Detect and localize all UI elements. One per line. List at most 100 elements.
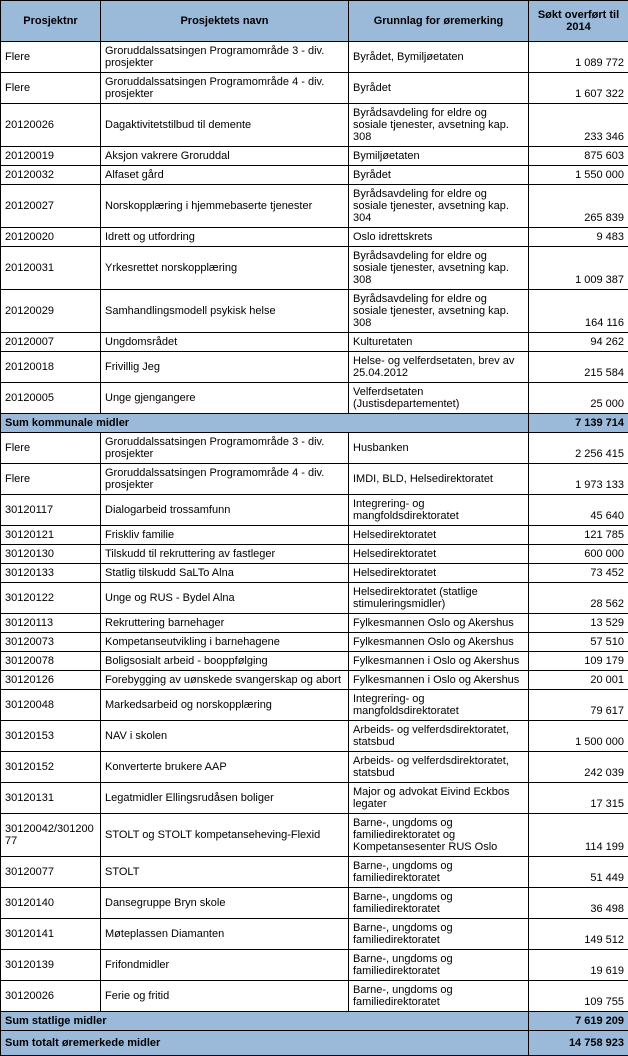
cell-amt: 79 617 xyxy=(529,690,628,721)
table-header: Prosjektnr Prosjektets navn Grunnlag for… xyxy=(1,1,628,42)
cell-grunn: IMDI, BLD, Helsedirektoratet xyxy=(349,464,529,495)
cell-amt: 242 039 xyxy=(529,752,628,783)
cell-amt: 36 498 xyxy=(529,888,628,919)
cell-grunn: Barne-, ungdoms og familiedirektoratet xyxy=(349,857,529,888)
table-row: 20120029Samhandlingsmodell psykisk helse… xyxy=(1,290,628,333)
sum-amt: 7 139 714 xyxy=(529,414,628,433)
cell-name: Frifondmidler xyxy=(101,950,349,981)
table-row: 30120122Unge og RUS - Bydel AlnaHelsedir… xyxy=(1,583,628,614)
cell-name: Kompetanseutvikling i barnehagene xyxy=(101,633,349,652)
cell-amt: 109 755 xyxy=(529,981,628,1012)
cell-grunn: Bymiljøetaten xyxy=(349,147,529,166)
cell-name: Aksjon vakrere Groruddal xyxy=(101,147,349,166)
header-name: Prosjektets navn xyxy=(101,1,349,42)
cell-name: Boligsosialt arbeid - booppfølging xyxy=(101,652,349,671)
cell-name: Forebygging av uønskede svangerskap og a… xyxy=(101,671,349,690)
cell-name: Konverterte brukere AAP xyxy=(101,752,349,783)
cell-grunn: Husbanken xyxy=(349,433,529,464)
cell-name: Ferie og fritid xyxy=(101,981,349,1012)
cell-name: Groruddalssatsingen Programområde 3 - di… xyxy=(101,42,349,73)
cell-nr: Flere xyxy=(1,433,101,464)
cell-nr: 20120018 xyxy=(1,352,101,383)
cell-grunn: Byrådsavdeling for eldre og sosiale tjen… xyxy=(349,104,529,147)
table-row: 30120048Markedsarbeid og norskopplæringI… xyxy=(1,690,628,721)
cell-nr: 30120042/30120077 xyxy=(1,814,101,857)
cell-nr: 20120032 xyxy=(1,166,101,185)
table-row: 20120007UngdomsrådetKulturetaten94 262 xyxy=(1,333,628,352)
project-table: Prosjektnr Prosjektets navn Grunnlag for… xyxy=(0,0,628,1056)
cell-nr: 30120113 xyxy=(1,614,101,633)
table-row: FlereGroruddalssatsingen Programområde 3… xyxy=(1,42,628,73)
cell-amt: 1 973 133 xyxy=(529,464,628,495)
cell-nr: 30120133 xyxy=(1,564,101,583)
table-row: 20120020Idrett og utfordringOslo idretts… xyxy=(1,228,628,247)
cell-nr: 30120152 xyxy=(1,752,101,783)
sum-label: Sum totalt øremerkede midler xyxy=(1,1031,529,1056)
cell-grunn: Barne-, ungdoms og familiedirektoratet xyxy=(349,981,529,1012)
cell-name: Groruddalssatsingen Programområde 4 - di… xyxy=(101,464,349,495)
cell-nr: 30120139 xyxy=(1,950,101,981)
cell-name: Unge gjengangere xyxy=(101,383,349,414)
cell-amt: 25 000 xyxy=(529,383,628,414)
cell-nr: 30120121 xyxy=(1,526,101,545)
cell-amt: 233 346 xyxy=(529,104,628,147)
table-row: 30120117Dialogarbeid trossamfunnIntegrer… xyxy=(1,495,628,526)
cell-name: Groruddalssatsingen Programområde 4 - di… xyxy=(101,73,349,104)
cell-amt: 1 500 000 xyxy=(529,721,628,752)
cell-nr: 30120048 xyxy=(1,690,101,721)
cell-nr: 20120031 xyxy=(1,247,101,290)
sum-label: Sum statlige midler xyxy=(1,1012,529,1031)
cell-nr: 30120117 xyxy=(1,495,101,526)
cell-nr: 30120130 xyxy=(1,545,101,564)
cell-grunn: Helse- og velferdsetaten, brev av 25.04.… xyxy=(349,352,529,383)
table-row: 20120032Alfaset gårdByrådet1 550 000 xyxy=(1,166,628,185)
cell-grunn: Byrådsavdeling for eldre og sosiale tjen… xyxy=(349,185,529,228)
cell-nr: 30120078 xyxy=(1,652,101,671)
cell-amt: 164 116 xyxy=(529,290,628,333)
cell-nr: Flere xyxy=(1,73,101,104)
cell-grunn: Helsedirektoratet (statlige stimulerings… xyxy=(349,583,529,614)
cell-nr: Flere xyxy=(1,464,101,495)
cell-grunn: Oslo idrettskrets xyxy=(349,228,529,247)
cell-amt: 94 262 xyxy=(529,333,628,352)
cell-name: Dansegruppe Bryn skole xyxy=(101,888,349,919)
table-row: 30120126Forebygging av uønskede svangers… xyxy=(1,671,628,690)
table-row: 20120005Unge gjengangereVelferdsetaten (… xyxy=(1,383,628,414)
cell-grunn: Helsedirektoratet xyxy=(349,564,529,583)
cell-amt: 1 009 387 xyxy=(529,247,628,290)
cell-name: Yrkesrettet norskopplæring xyxy=(101,247,349,290)
cell-name: Frivillig Jeg xyxy=(101,352,349,383)
cell-grunn: Major og advokat Eivind Eckbos legater xyxy=(349,783,529,814)
cell-nr: 30120131 xyxy=(1,783,101,814)
cell-amt: 2 256 415 xyxy=(529,433,628,464)
header-nr: Prosjektnr xyxy=(1,1,101,42)
table-row: 20120019Aksjon vakrere GroruddalBymiljøe… xyxy=(1,147,628,166)
cell-nr: 20120027 xyxy=(1,185,101,228)
table-row: 30120078Boligsosialt arbeid - booppfølgi… xyxy=(1,652,628,671)
table-row: 30120042/30120077STOLT og STOLT kompetan… xyxy=(1,814,628,857)
cell-grunn: Byrådet xyxy=(349,73,529,104)
cell-nr: 20120029 xyxy=(1,290,101,333)
table-row: 30120121Friskliv familieHelsedirektorate… xyxy=(1,526,628,545)
table-row: 30120141Møteplassen DiamantenBarne-, ung… xyxy=(1,919,628,950)
cell-grunn: Fylkesmannen Oslo og Akershus xyxy=(349,614,529,633)
cell-amt: 149 512 xyxy=(529,919,628,950)
cell-nr: 30120077 xyxy=(1,857,101,888)
cell-nr: 30120073 xyxy=(1,633,101,652)
cell-amt: 28 562 xyxy=(529,583,628,614)
table-row: 30120130Tilskudd til rekruttering av fas… xyxy=(1,545,628,564)
table-row: 30120153NAV i skolenArbeids- og velferds… xyxy=(1,721,628,752)
table-row: 30120152Konverterte brukere AAPArbeids- … xyxy=(1,752,628,783)
cell-grunn: Barne-, ungdoms og familiedirektoratet xyxy=(349,950,529,981)
header-grunn: Grunnlag for øremerking xyxy=(349,1,529,42)
table-row: FlereGroruddalssatsingen Programområde 4… xyxy=(1,73,628,104)
cell-name: Rekruttering barnehager xyxy=(101,614,349,633)
cell-name: Statlig tilskudd SaLTo Alna xyxy=(101,564,349,583)
cell-amt: 45 640 xyxy=(529,495,628,526)
cell-amt: 17 315 xyxy=(529,783,628,814)
cell-amt: 265 839 xyxy=(529,185,628,228)
cell-name: Dialogarbeid trossamfunn xyxy=(101,495,349,526)
sum-label: Sum kommunale midler xyxy=(1,414,529,433)
cell-nr: 30120140 xyxy=(1,888,101,919)
table-row: 30120133Statlig tilskudd SaLTo AlnaHelse… xyxy=(1,564,628,583)
